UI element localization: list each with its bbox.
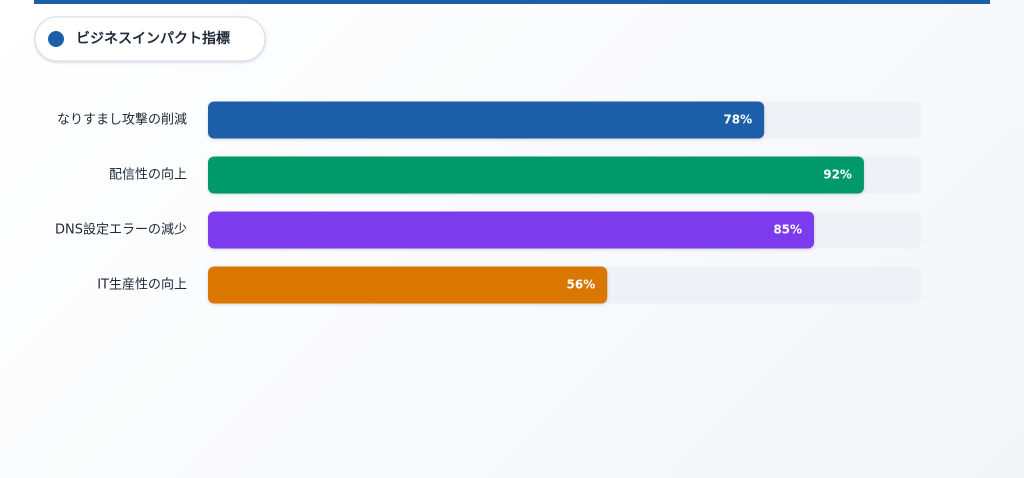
value-label: 92% bbox=[823, 168, 852, 182]
title-dot bbox=[48, 31, 64, 47]
category-label: IT生産性の向上 bbox=[97, 277, 187, 293]
bar bbox=[208, 156, 864, 194]
value-label: 56% bbox=[567, 278, 596, 292]
top-bar bbox=[34, 0, 990, 4]
category-label: DNS設定エラーの減少 bbox=[55, 222, 187, 238]
chart-title: ビジネスインパクト指標 bbox=[76, 30, 230, 47]
bar bbox=[208, 101, 765, 139]
title-pill bbox=[34, 16, 266, 62]
value-label: 85% bbox=[773, 223, 802, 237]
value-label: 78% bbox=[723, 113, 752, 127]
bar bbox=[208, 266, 608, 304]
category-label: なりすまし攻撃の削減 bbox=[57, 112, 187, 128]
bar bbox=[208, 211, 815, 249]
category-label: 配信性の向上 bbox=[109, 167, 187, 183]
